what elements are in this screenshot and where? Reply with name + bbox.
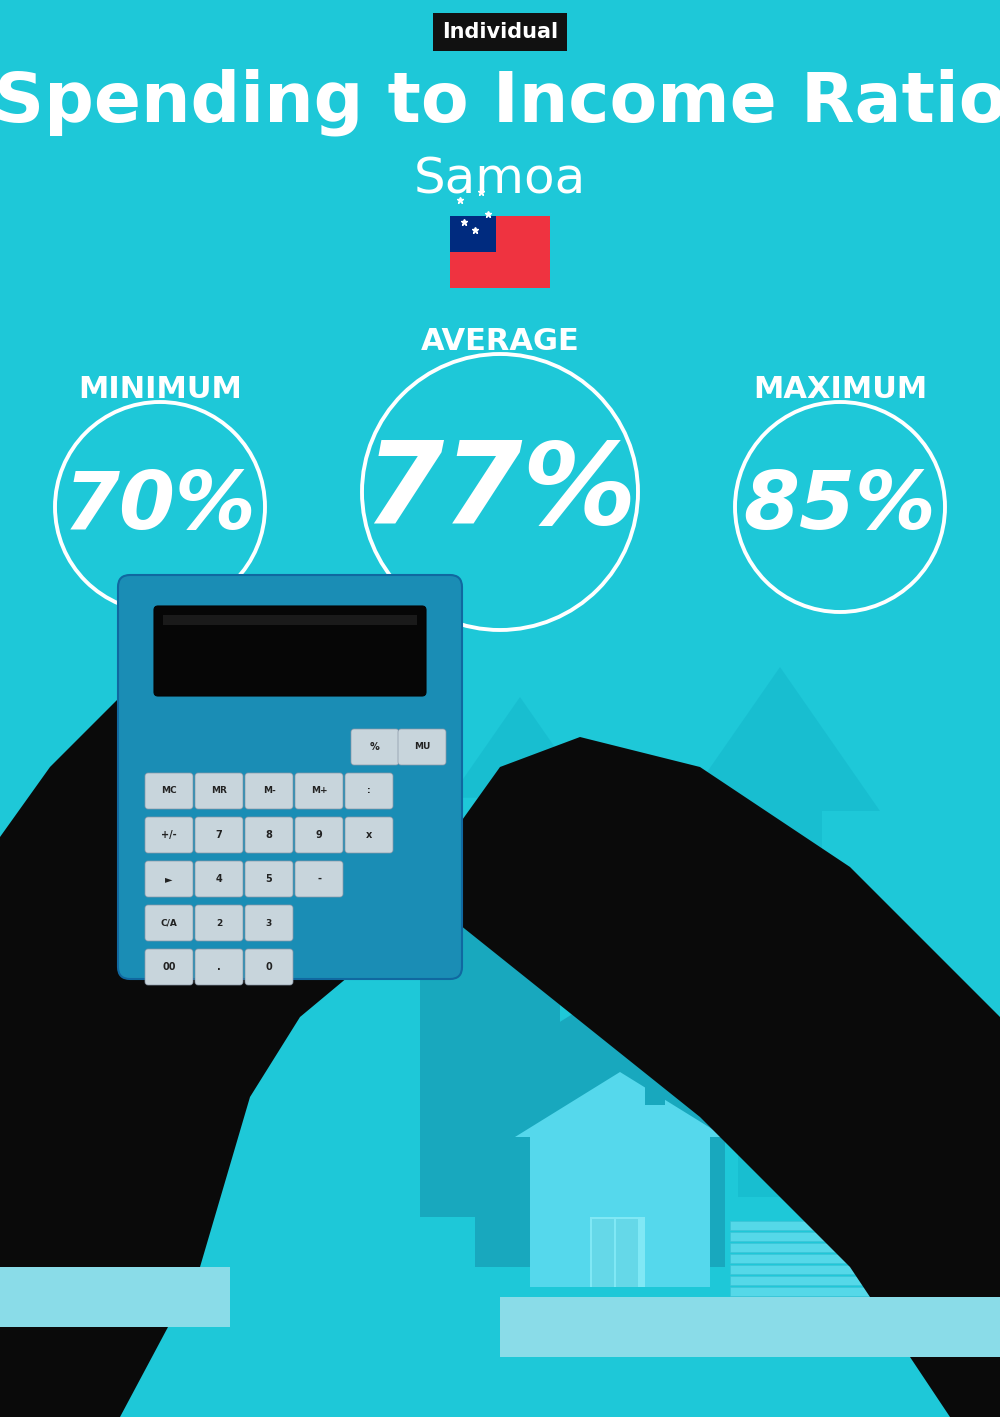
Polygon shape xyxy=(450,697,590,1067)
FancyBboxPatch shape xyxy=(245,774,293,809)
FancyBboxPatch shape xyxy=(245,862,293,897)
FancyBboxPatch shape xyxy=(245,818,293,853)
FancyBboxPatch shape xyxy=(145,905,193,941)
FancyBboxPatch shape xyxy=(616,1219,638,1287)
FancyBboxPatch shape xyxy=(730,1254,870,1263)
Text: 8: 8 xyxy=(266,830,272,840)
Text: %: % xyxy=(370,743,380,752)
Text: $: $ xyxy=(897,1236,923,1270)
Polygon shape xyxy=(515,1073,725,1136)
Text: AVERAGE: AVERAGE xyxy=(421,327,579,357)
FancyBboxPatch shape xyxy=(295,774,343,809)
FancyBboxPatch shape xyxy=(195,905,243,941)
Text: 3: 3 xyxy=(266,918,272,928)
Text: MINIMUM: MINIMUM xyxy=(78,374,242,404)
FancyBboxPatch shape xyxy=(245,949,293,985)
Text: 77%: 77% xyxy=(364,436,636,547)
Polygon shape xyxy=(680,667,880,1197)
FancyBboxPatch shape xyxy=(730,1243,870,1253)
FancyBboxPatch shape xyxy=(345,774,393,809)
Text: 2: 2 xyxy=(216,918,222,928)
Text: 5: 5 xyxy=(266,874,272,884)
FancyBboxPatch shape xyxy=(893,1175,927,1192)
FancyBboxPatch shape xyxy=(730,1298,870,1306)
FancyBboxPatch shape xyxy=(345,818,393,853)
FancyBboxPatch shape xyxy=(295,818,343,853)
FancyBboxPatch shape xyxy=(645,1063,665,1105)
Polygon shape xyxy=(864,1182,970,1312)
Text: 70%: 70% xyxy=(64,468,256,546)
FancyBboxPatch shape xyxy=(118,575,462,979)
FancyBboxPatch shape xyxy=(295,862,343,897)
FancyBboxPatch shape xyxy=(145,774,193,809)
Text: +/-: +/- xyxy=(161,830,177,840)
Text: MC: MC xyxy=(161,786,177,795)
FancyBboxPatch shape xyxy=(245,905,293,941)
FancyBboxPatch shape xyxy=(730,1287,870,1297)
Text: MU: MU xyxy=(414,743,430,751)
FancyBboxPatch shape xyxy=(398,728,446,765)
Text: 85%: 85% xyxy=(744,468,936,546)
FancyBboxPatch shape xyxy=(195,862,243,897)
FancyBboxPatch shape xyxy=(145,862,193,897)
FancyBboxPatch shape xyxy=(530,1136,710,1287)
FancyBboxPatch shape xyxy=(592,1219,614,1287)
FancyBboxPatch shape xyxy=(590,1217,645,1287)
Polygon shape xyxy=(410,857,570,937)
Text: x: x xyxy=(366,830,372,840)
Circle shape xyxy=(820,1168,910,1257)
Text: Spending to Income Ratio: Spending to Income Ratio xyxy=(0,68,1000,136)
FancyBboxPatch shape xyxy=(351,728,399,765)
Text: -: - xyxy=(317,874,321,884)
FancyBboxPatch shape xyxy=(450,215,496,252)
FancyBboxPatch shape xyxy=(475,1087,725,1267)
Text: MAXIMUM: MAXIMUM xyxy=(753,374,927,404)
Polygon shape xyxy=(455,998,745,1087)
FancyBboxPatch shape xyxy=(145,949,193,985)
Text: M-: M- xyxy=(263,786,275,795)
Text: M+: M+ xyxy=(311,786,327,795)
FancyBboxPatch shape xyxy=(730,1275,870,1285)
Text: 7: 7 xyxy=(216,830,222,840)
Text: 4: 4 xyxy=(216,874,222,884)
FancyBboxPatch shape xyxy=(730,1221,870,1230)
Text: :: : xyxy=(367,786,371,795)
Text: 0: 0 xyxy=(266,962,272,972)
FancyBboxPatch shape xyxy=(195,818,243,853)
Polygon shape xyxy=(450,737,1000,1417)
Text: MR: MR xyxy=(211,786,227,795)
Text: .: . xyxy=(217,962,221,972)
FancyBboxPatch shape xyxy=(730,1231,870,1241)
FancyBboxPatch shape xyxy=(450,215,550,288)
Text: C/A: C/A xyxy=(161,918,177,928)
FancyBboxPatch shape xyxy=(650,988,675,1041)
Text: Individual: Individual xyxy=(442,23,558,43)
FancyBboxPatch shape xyxy=(420,937,560,1217)
FancyBboxPatch shape xyxy=(730,1265,870,1274)
Text: $: $ xyxy=(857,1207,873,1227)
Text: Samoa: Samoa xyxy=(414,154,586,203)
Polygon shape xyxy=(0,667,420,1417)
FancyBboxPatch shape xyxy=(195,949,243,985)
FancyBboxPatch shape xyxy=(145,818,193,853)
Text: ►: ► xyxy=(165,874,173,884)
FancyBboxPatch shape xyxy=(0,1267,230,1326)
Text: 00: 00 xyxy=(162,962,176,972)
FancyBboxPatch shape xyxy=(500,1297,1000,1357)
FancyBboxPatch shape xyxy=(154,606,426,696)
FancyBboxPatch shape xyxy=(163,615,417,625)
Text: 9: 9 xyxy=(316,830,322,840)
FancyBboxPatch shape xyxy=(195,774,243,809)
